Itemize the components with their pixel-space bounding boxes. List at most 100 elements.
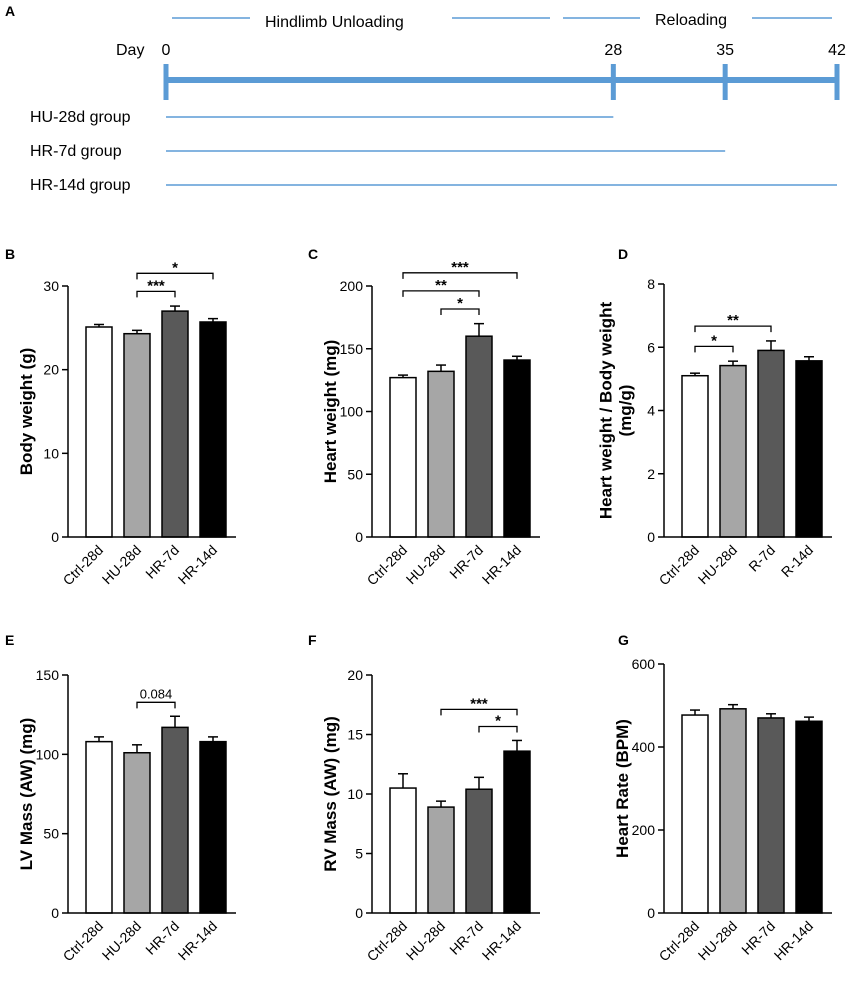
timeline-day-label: 28 [604, 42, 622, 59]
y-tick-label: 0 [355, 529, 363, 545]
y-tick-label: 20 [347, 667, 363, 683]
y-tick-label: 10 [43, 445, 59, 461]
significance-label: * [495, 713, 501, 730]
y-tick-label: 6 [647, 339, 655, 355]
panel-letter: C [308, 246, 318, 262]
bar [795, 720, 823, 914]
panel-letter-a: A [5, 3, 15, 19]
x-category-label: HR-14d [771, 918, 816, 963]
chart-panel-d: D 0 2 4 6 8 Heart weight / Body weight(mg/g) Ct… [596, 246, 832, 588]
significance-bracket [478, 725, 518, 733]
x-category-label: Ctrl-28d [60, 542, 107, 589]
y-axis-label: Heart Rate (BPM) [613, 719, 632, 858]
y-axis-label: LV Mass (AW) (mg) [17, 718, 36, 871]
bar [757, 717, 785, 914]
x-category-label: R-14d [778, 542, 816, 580]
y-tick-label: 30 [43, 278, 59, 294]
x-category-label: HU-28d [403, 918, 448, 963]
day-label: Day [116, 42, 144, 59]
phase-unloading-label: Hindlimb Unloading [265, 14, 404, 31]
x-category-label: HU-28d [99, 918, 144, 963]
y-tick-label: 15 [347, 727, 363, 743]
x-category-label: HU-28d [695, 918, 740, 963]
significance-label: * [711, 332, 717, 349]
panel-letter: E [5, 632, 14, 648]
bar [719, 364, 747, 538]
significance-label: *** [147, 277, 165, 294]
x-category-label: Ctrl-28d [656, 542, 703, 589]
y-tick-label: 8 [647, 276, 655, 292]
timeline-day-label: 0 [162, 42, 171, 59]
y-tick-label: 150 [340, 341, 364, 357]
y-tick-label: 0 [355, 905, 363, 921]
y-axis-label: Heart weight (mg) [321, 340, 340, 484]
x-category-label: Ctrl-28d [656, 918, 703, 965]
x-category-label: Ctrl-28d [364, 918, 411, 965]
y-tick-label: 150 [36, 667, 60, 683]
bar [503, 359, 531, 538]
significance-bracket [136, 272, 214, 280]
bar [427, 806, 455, 914]
y-tick-label: 200 [340, 278, 364, 294]
chart-panel-g: G 0 200 400 600 Heart Rate (BPM) Ctrl-28dHU-28… [613, 632, 832, 964]
y-tick-label: 50 [347, 466, 363, 482]
significance-label: ** [727, 312, 739, 329]
y-tick-label: 4 [647, 403, 655, 419]
y-tick-label: 2 [647, 466, 655, 482]
y-tick-label: 20 [43, 362, 59, 378]
y-axis-label: Heart weight / Body weight(mg/g) [596, 302, 635, 520]
y-axis-label-line: Heart weight / Body weight [596, 302, 615, 520]
group-label: HR-14d group [30, 177, 131, 194]
significance-bracket [136, 290, 176, 298]
chart-panel-f: F 0 5 10 15 20 RV Mass (AW) (mg) Ctrl-28dHU-28d… [308, 632, 540, 964]
bar [389, 376, 417, 538]
x-category-label: HR-14d [175, 542, 220, 587]
group-label: HU-28d group [30, 109, 131, 126]
phase-reloading-label: Reloading [655, 12, 727, 29]
significance-label: *** [470, 695, 488, 712]
y-axis-label-line: (mg/g) [616, 385, 635, 437]
significance-bracket [402, 272, 518, 279]
y-tick-label: 100 [340, 404, 364, 420]
bar [85, 740, 113, 914]
y-tick-label: 50 [43, 826, 59, 842]
y-tick-label: 10 [347, 786, 363, 802]
bar [465, 788, 493, 914]
y-tick-label: 0 [51, 905, 59, 921]
significance-label: * [172, 259, 178, 276]
chart-panel-e: E 0 50 100 150 LV Mass (AW) (mg) Ctrl-28dHU-28… [5, 632, 236, 964]
panel-letter: B [5, 246, 15, 262]
y-axis-label: RV Mass (AW) (mg) [321, 716, 340, 872]
y-tick-label: 200 [632, 822, 656, 838]
bar [85, 326, 113, 538]
significance-label: 0.084 [140, 686, 173, 701]
bar [199, 321, 227, 538]
y-axis-label: Body weight (g) [17, 348, 36, 475]
y-tick-label: 0 [51, 529, 59, 545]
bar [161, 310, 189, 538]
bar [719, 708, 747, 914]
bar [161, 726, 189, 914]
x-category-label: HU-28d [403, 542, 448, 587]
bar [503, 750, 531, 914]
panel-letter: D [618, 246, 628, 262]
bar [757, 349, 785, 538]
timeline-day-label: 42 [828, 42, 846, 59]
y-tick-label: 100 [36, 746, 60, 762]
y-tick-label: 5 [355, 846, 363, 862]
timeline-panel: A Hindlimb Unloading Reloading Day 0 28 35… [5, 3, 846, 194]
significance-bracket [694, 345, 734, 353]
timeline-drawing: 0 28 35 42 HU-28d group HR-7d group HR-14d gro… [30, 17, 846, 194]
panel-letter: F [308, 632, 317, 648]
x-category-label: HR-14d [175, 918, 220, 963]
x-category-label: HU-28d [695, 542, 740, 587]
bar [199, 740, 227, 914]
bar [681, 714, 709, 914]
bar [681, 374, 709, 538]
panel-letter: G [618, 632, 629, 648]
significance-bracket [402, 290, 480, 297]
bar [123, 751, 151, 914]
significance-label: *** [451, 259, 469, 276]
significance-bracket [440, 308, 480, 315]
